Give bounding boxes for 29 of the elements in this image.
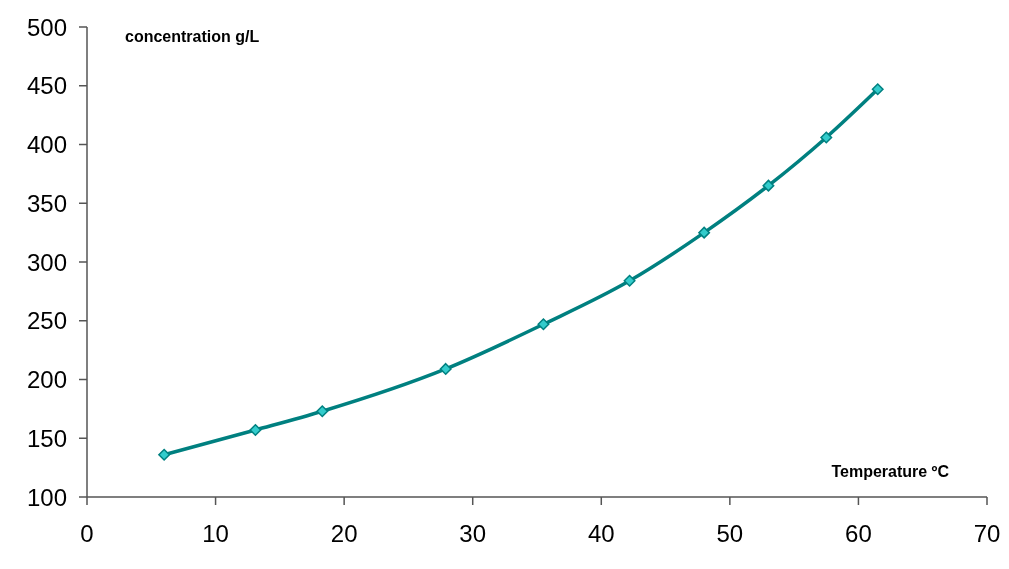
x-tick-label: 50 — [716, 520, 744, 547]
point — [537, 318, 550, 331]
point — [871, 83, 884, 96]
x-tick-label: 40 — [587, 520, 615, 547]
y-tick-label: 150 — [26, 424, 67, 452]
y-tick-label: 100 — [26, 483, 67, 511]
point — [439, 362, 452, 375]
point — [762, 179, 775, 192]
y-axis-title: concentration g/L — [125, 28, 260, 45]
point — [698, 226, 711, 239]
x-tick-label: 0 — [80, 520, 94, 547]
y-tick-label: 500 — [26, 13, 67, 41]
point — [820, 131, 833, 144]
y-tick-label: 350 — [26, 189, 67, 217]
x-tick-label: 70 — [973, 520, 1001, 547]
y-tick-label: 200 — [26, 366, 67, 393]
y-tick-label: 250 — [26, 307, 67, 335]
y-tick-label: 400 — [26, 131, 67, 158]
point — [158, 448, 171, 461]
x-tick-label: 30 — [459, 520, 487, 547]
x-tick-label: 60 — [845, 520, 872, 547]
x-tick-label: 10 — [202, 520, 229, 547]
x-tick-label: 20 — [330, 520, 358, 547]
x-axis-title: Temperature ºC — [831, 463, 950, 480]
point — [249, 424, 262, 437]
y-tick-label: 450 — [26, 72, 67, 100]
point — [316, 405, 329, 418]
y-tick-label: 300 — [26, 248, 67, 276]
point — [623, 274, 636, 287]
